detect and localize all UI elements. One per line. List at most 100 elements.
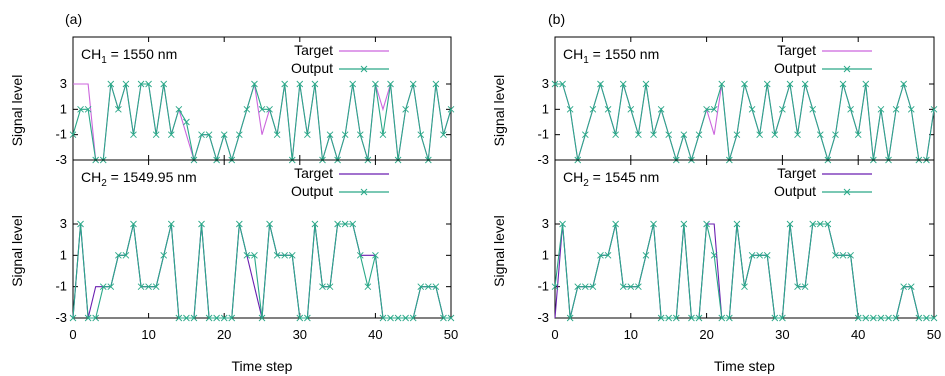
data-point [915,314,923,322]
data-point [311,80,319,88]
data-point [69,314,77,322]
data-point [816,220,824,228]
data-point [892,314,900,322]
data-point [635,283,642,290]
data-point [794,131,801,138]
data-point [839,252,847,259]
data-point [145,283,152,290]
data-point [372,80,379,88]
channel-label: CH1 = 1550 nm [563,46,659,66]
data-point [741,80,748,88]
data-point [432,283,440,290]
data-point [907,106,915,113]
y-axis-label: Signal level [491,75,507,147]
data-point [273,252,281,259]
data-point [409,80,417,88]
data-point [582,283,589,290]
data-point [326,131,334,138]
y-tick-label: -1 [537,279,549,294]
y-tick-label: 3 [60,216,67,231]
data-point [756,252,763,259]
data-point [703,220,710,228]
panel-b: (b) -3 -1 1 3 Signal level CH1 = 1550 nm Target… [491,11,941,374]
data-point [900,80,907,88]
subplot-ch1: -3 -1 1 3 Signal level CH1 = 1550 nm Target Out… [9,36,455,167]
data-point [356,131,364,138]
data-point [589,106,597,113]
data-point [115,106,122,113]
legend-marker [360,65,368,73]
data-point [657,314,665,322]
data-point [387,314,394,322]
data-point [130,220,137,228]
data-point [612,220,619,228]
y-tick-label: -3 [55,152,67,167]
y-tick-label: -3 [55,310,67,325]
data-point [907,283,915,290]
data-point [786,80,794,88]
data-point [304,314,311,322]
panel-a: (a) -3 -1 1 3 Signal level CH1 = 1550 nm Target… [9,11,458,374]
data-point [566,106,574,113]
data-point [341,220,349,228]
data-point [748,252,756,259]
data-point [77,220,84,228]
data-point [619,283,627,290]
y-tick-label: 1 [60,101,67,116]
data-point [695,131,703,138]
data-point [394,314,402,322]
data-point [387,80,394,88]
data-point [402,106,409,113]
legend-label: Target [777,42,816,58]
data-point [440,314,447,322]
data-point [657,106,665,113]
x-tick-label: 20 [699,327,713,342]
data-point [582,131,589,138]
data-point [243,252,251,259]
data-point [885,314,892,322]
data-point [862,314,870,322]
data-point [281,252,288,259]
y-tick-label: -1 [55,279,67,294]
series-line-output [555,82,935,162]
data-point [122,252,130,259]
subplot-ch2: -3 -1 1 3 Signal level CH2 = 1549.95 nm Target… [9,159,455,325]
data-point [160,80,168,88]
data-point [809,220,817,228]
data-point [854,314,862,322]
data-point [832,131,839,138]
data-point [432,80,440,88]
data-point [84,106,92,113]
data-point [425,283,432,290]
data-point [183,118,190,126]
data-point [213,314,220,322]
data-point [205,314,213,322]
data-point [379,314,387,322]
data-point [145,80,152,88]
panel-label: (a) [65,11,82,27]
data-point [364,283,372,290]
data-point [695,314,703,322]
x-tick-label: 40 [368,327,382,342]
data-point [680,131,688,138]
data-point [551,80,559,88]
data-point [892,106,900,113]
data-point [167,220,175,228]
channel-label: CH2 = 1545 nm [563,169,659,189]
channel-label: CH2 = 1549.95 nm [81,169,197,189]
data-point [597,80,604,88]
y-tick-label: 3 [542,76,549,91]
data-point [612,131,619,138]
data-point [574,283,582,290]
data-point [326,283,334,290]
data-point [296,80,304,88]
data-point [816,131,824,138]
data-point [152,131,160,138]
data-point [688,314,695,322]
data-point [756,131,763,138]
legend-label: Target [777,165,816,181]
y-tick-label: 1 [542,101,549,116]
y-tick-label: -1 [537,127,549,142]
data-point [288,252,296,259]
data-point [619,80,627,88]
